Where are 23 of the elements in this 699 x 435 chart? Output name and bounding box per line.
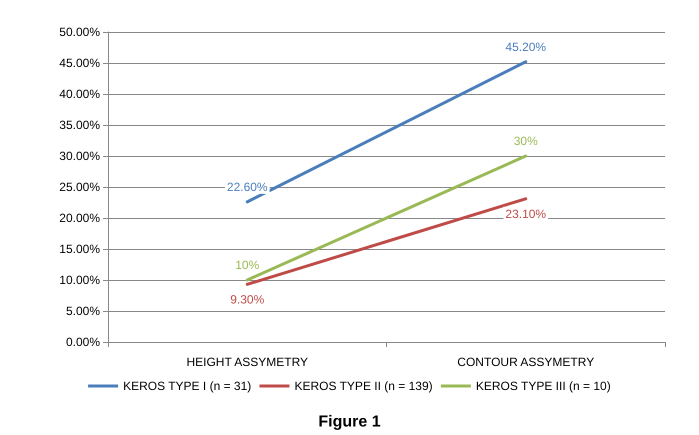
- x-tick-label: CONTOUR ASSYMETRY: [457, 355, 594, 369]
- x-tick-label: HEIGHT ASSYMETRY: [186, 355, 308, 369]
- y-tick-label: 45.00%: [59, 56, 100, 70]
- data-label: 10%: [235, 258, 260, 272]
- text: Figure 1: [318, 414, 381, 430]
- data-label: 22.60%: [226, 180, 268, 194]
- y-tick-label: 15.00%: [59, 242, 100, 256]
- legend-label: KEROS TYPE I (n = 31): [123, 379, 252, 393]
- y-tick-label: 50.00%: [59, 25, 100, 39]
- y-tick-label: 5.00%: [66, 304, 100, 318]
- legend-label: KEROS TYPE II (n = 139): [294, 379, 433, 393]
- y-tick-label: 35.00%: [59, 118, 100, 132]
- y-tick-label: 25.00%: [59, 180, 100, 194]
- y-tick-label: 30.00%: [59, 149, 100, 163]
- data-label: 9.30%: [230, 292, 265, 306]
- data-label: 23.10%: [505, 206, 546, 221]
- data-label: 45.20%: [505, 40, 546, 54]
- y-tick-label: 0.00%: [66, 335, 100, 349]
- data-label: 30%: [514, 134, 538, 148]
- y-tick-label: 20.00%: [59, 211, 100, 225]
- legend-label: KEROS TYPE III (n = 10): [476, 379, 611, 393]
- y-tick-label: 10.00%: [59, 273, 100, 287]
- y-tick-label: 40.00%: [59, 87, 100, 101]
